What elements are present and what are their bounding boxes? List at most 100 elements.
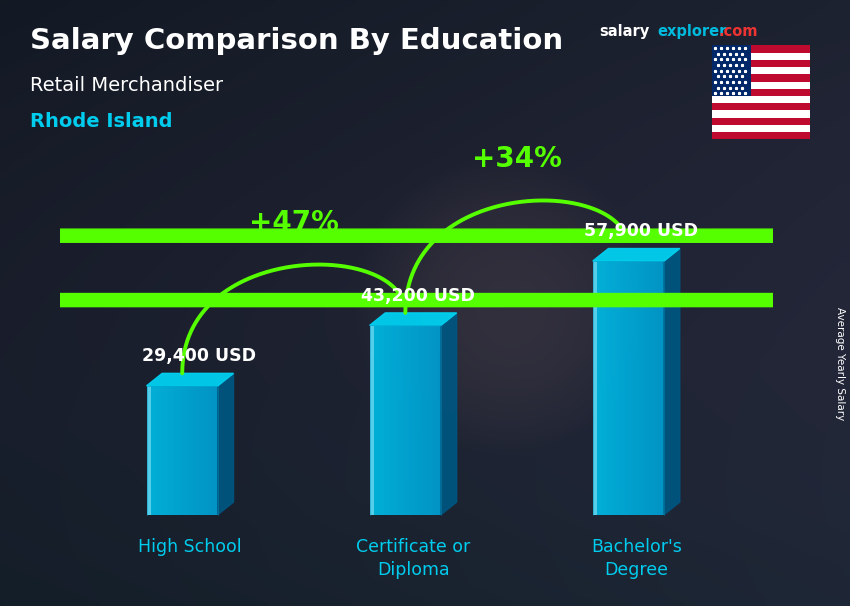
Text: Rhode Island: Rhode Island — [30, 112, 173, 131]
Text: explorer: explorer — [657, 24, 727, 39]
Bar — [146, 386, 150, 514]
Bar — [434, 325, 436, 514]
Bar — [158, 386, 161, 514]
Bar — [182, 386, 184, 514]
Bar — [432, 325, 434, 514]
Bar — [712, 67, 810, 75]
Bar — [178, 386, 180, 514]
Bar — [391, 325, 394, 514]
Polygon shape — [664, 248, 680, 514]
Bar — [422, 325, 424, 514]
Polygon shape — [441, 313, 456, 514]
Bar — [372, 325, 374, 514]
Bar — [199, 386, 201, 514]
Bar — [194, 386, 196, 514]
Bar — [626, 261, 628, 514]
Bar — [640, 261, 643, 514]
Bar — [408, 325, 410, 514]
Text: .com: .com — [718, 24, 757, 39]
Bar — [712, 45, 810, 53]
Bar — [168, 386, 170, 514]
Bar — [388, 325, 391, 514]
Text: +47%: +47% — [249, 209, 338, 238]
Bar — [384, 325, 386, 514]
Bar — [648, 261, 650, 514]
Bar — [603, 261, 604, 514]
Bar — [151, 386, 154, 514]
Bar — [204, 386, 206, 514]
Bar — [609, 261, 612, 514]
Bar — [592, 261, 595, 514]
Bar — [403, 325, 405, 514]
Bar — [607, 261, 609, 514]
Bar — [598, 261, 600, 514]
Bar — [645, 261, 648, 514]
Bar — [619, 261, 621, 514]
Bar — [382, 325, 384, 514]
Text: Average Yearly Salary: Average Yearly Salary — [835, 307, 845, 420]
Bar — [612, 261, 615, 514]
Bar — [370, 325, 374, 514]
Bar — [163, 386, 166, 514]
Bar — [615, 261, 616, 514]
Bar — [424, 325, 427, 514]
Bar — [712, 45, 751, 96]
Bar — [712, 103, 810, 110]
Bar — [377, 325, 379, 514]
Bar — [379, 325, 382, 514]
Bar — [394, 325, 396, 514]
Bar — [621, 261, 624, 514]
Bar — [624, 261, 626, 514]
Bar — [712, 89, 810, 96]
Bar — [412, 325, 415, 514]
Polygon shape — [592, 248, 680, 261]
Bar — [187, 386, 190, 514]
Polygon shape — [0, 229, 850, 242]
Bar — [170, 386, 173, 514]
Text: 57,900 USD: 57,900 USD — [584, 222, 698, 241]
Bar — [156, 386, 158, 514]
Bar — [146, 386, 149, 514]
Text: +34%: +34% — [472, 145, 562, 173]
Bar — [166, 386, 168, 514]
Bar — [595, 261, 598, 514]
Bar — [650, 261, 652, 514]
Bar — [175, 386, 178, 514]
Bar — [712, 60, 810, 67]
Bar — [631, 261, 633, 514]
Bar — [427, 325, 429, 514]
Bar — [643, 261, 645, 514]
Text: Bachelor's
Degree: Bachelor's Degree — [591, 538, 682, 579]
Bar — [149, 386, 151, 514]
Bar — [420, 325, 422, 514]
Bar — [173, 386, 175, 514]
Bar — [712, 53, 810, 60]
Bar — [213, 386, 216, 514]
Bar — [208, 386, 211, 514]
Bar — [652, 261, 654, 514]
Text: Salary Comparison By Education: Salary Comparison By Education — [30, 27, 563, 55]
Bar — [657, 261, 660, 514]
Bar — [400, 325, 403, 514]
Bar — [600, 261, 603, 514]
Polygon shape — [146, 373, 234, 386]
Bar — [712, 110, 810, 118]
Text: Certificate or
Diploma: Certificate or Diploma — [356, 538, 470, 579]
Bar — [628, 261, 631, 514]
Bar — [196, 386, 199, 514]
Bar — [405, 325, 408, 514]
Text: 43,200 USD: 43,200 USD — [360, 287, 474, 305]
Bar — [439, 325, 441, 514]
Bar — [636, 261, 638, 514]
Bar — [374, 325, 377, 514]
Text: Retail Merchandiser: Retail Merchandiser — [30, 76, 223, 95]
Text: High School: High School — [139, 538, 242, 556]
Bar — [712, 75, 810, 82]
Polygon shape — [370, 313, 456, 325]
Bar — [398, 325, 400, 514]
Bar — [190, 386, 192, 514]
Bar — [161, 386, 163, 514]
Bar — [604, 261, 607, 514]
Bar — [192, 386, 194, 514]
Bar — [415, 325, 417, 514]
